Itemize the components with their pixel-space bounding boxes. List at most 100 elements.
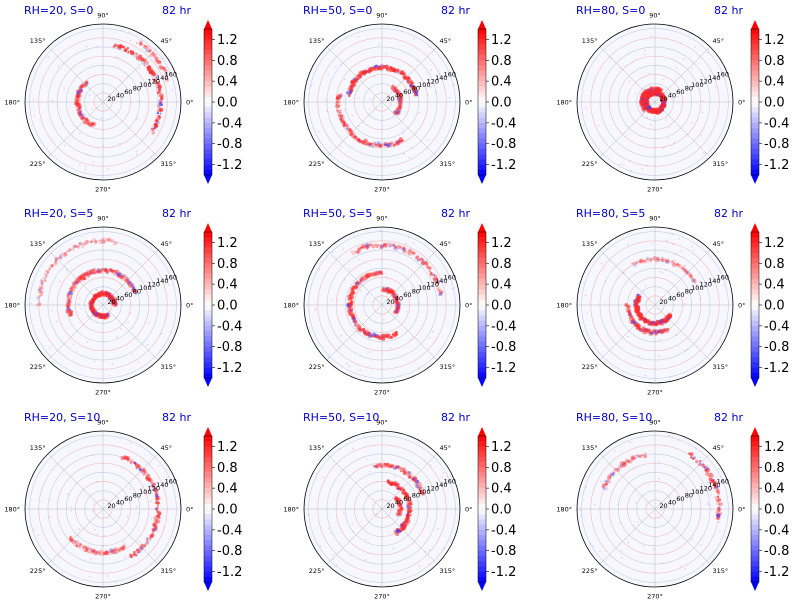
contour-speck	[129, 458, 134, 462]
contour-speck	[412, 88, 417, 94]
colorbar-bin	[478, 273, 486, 280]
noise-speck	[352, 249, 355, 252]
colorbar-bin	[751, 258, 759, 264]
colorbar-bin	[751, 133, 759, 139]
theta-tick-label: 0°	[738, 506, 745, 514]
contour-speck	[349, 91, 352, 95]
contour-speck	[148, 49, 151, 53]
colorbar-bin	[204, 535, 212, 541]
noise-speck	[707, 51, 710, 54]
colorbar-bin	[204, 278, 212, 285]
noise-speck	[104, 268, 107, 271]
contour-speck	[77, 111, 82, 116]
contour-speck	[78, 545, 82, 549]
contour-speck	[44, 277, 46, 280]
contour-speck	[399, 107, 402, 110]
contour-speck	[395, 330, 398, 334]
contour-speck	[87, 122, 90, 125]
noise-speck	[393, 146, 396, 149]
contour-speck	[82, 117, 86, 120]
contour-feature	[346, 64, 419, 98]
colorbar-tick-label: -0.8	[217, 544, 242, 559]
contour-speck	[122, 544, 126, 549]
colorbar-bin	[204, 289, 212, 295]
contour-speck	[79, 91, 82, 95]
colorbar-bin	[751, 102, 759, 108]
contour-speck	[337, 110, 340, 114]
noise-speck	[412, 242, 415, 244]
theta-tick-label: 315°	[713, 160, 729, 168]
noise-speck	[684, 349, 686, 352]
colorbar-bin	[204, 529, 212, 536]
contour-speck	[395, 486, 399, 490]
noise-speck	[429, 337, 431, 339]
contour-speck	[46, 271, 50, 274]
noise-speck	[135, 505, 138, 508]
noise-speck	[329, 532, 332, 535]
colorbar-bin	[204, 488, 212, 494]
contour-speck	[148, 48, 152, 52]
colorbar-bin	[204, 148, 212, 155]
noise-speck	[351, 523, 354, 525]
contour-speck	[605, 483, 609, 486]
noise-speck	[156, 529, 159, 532]
noise-speck	[129, 31, 131, 34]
colorbar-bin	[204, 351, 212, 358]
theta-tick-label: 270°	[647, 186, 663, 194]
colorbar-bin	[204, 498, 212, 505]
colorbar-bin	[751, 75, 759, 82]
contour-speck	[690, 455, 693, 459]
noise-speck	[665, 268, 667, 271]
noise-speck	[359, 248, 362, 251]
noise-speck	[157, 465, 160, 467]
colorbar-bin	[478, 112, 486, 118]
contour-speck	[376, 144, 380, 148]
colorbar-bin	[204, 561, 212, 567]
noise-speck	[49, 499, 52, 502]
noise-speck	[70, 506, 72, 508]
contour-speck	[127, 51, 129, 54]
colorbar-bin	[478, 39, 486, 45]
colorbar-tick-label: 1.2	[764, 440, 785, 455]
contour-speck	[78, 111, 83, 116]
contour-speck	[342, 123, 347, 128]
noise-speck	[322, 476, 324, 478]
contour-speck	[39, 290, 44, 295]
contour-speck	[154, 56, 158, 60]
panel-time: 82 hr	[162, 411, 191, 424]
colorbar-bin	[478, 336, 486, 342]
contour-speck	[337, 100, 339, 103]
contour-speck	[399, 109, 402, 111]
noise-speck	[600, 480, 603, 483]
contour-speck	[399, 102, 402, 105]
panel-title: RH=80, S=5	[576, 207, 645, 220]
colorbar-bin	[204, 252, 212, 259]
contour-speck	[414, 88, 418, 92]
contour-speck	[394, 143, 397, 146]
noise-speck	[680, 250, 683, 252]
colorbar-tick-label: -0.8	[217, 137, 242, 152]
colorbar-bin	[478, 81, 486, 87]
colorbar-bin	[478, 102, 486, 108]
noise-speck	[71, 310, 74, 312]
colorbar-bin	[478, 561, 486, 567]
colorbar-tick-label: -0.4	[491, 523, 516, 538]
colorbar-bin	[478, 535, 486, 541]
noise-speck	[448, 96, 451, 99]
contour-speck	[113, 241, 118, 246]
colorbar-bin	[204, 154, 212, 160]
contour-speck	[384, 143, 387, 146]
colorbar-bin	[478, 566, 486, 572]
colorbar-bin	[204, 372, 212, 379]
contour-speck	[38, 299, 41, 302]
contour-speck	[338, 106, 341, 109]
contour-speck	[149, 53, 154, 58]
contour-speck	[380, 144, 382, 147]
contour-speck	[348, 92, 352, 96]
contour-speck	[375, 144, 378, 147]
noise-speck	[332, 558, 335, 560]
contour-speck	[395, 89, 399, 92]
contour-speck	[159, 112, 162, 115]
contour-speck	[374, 143, 378, 147]
contour-speck	[87, 119, 90, 122]
